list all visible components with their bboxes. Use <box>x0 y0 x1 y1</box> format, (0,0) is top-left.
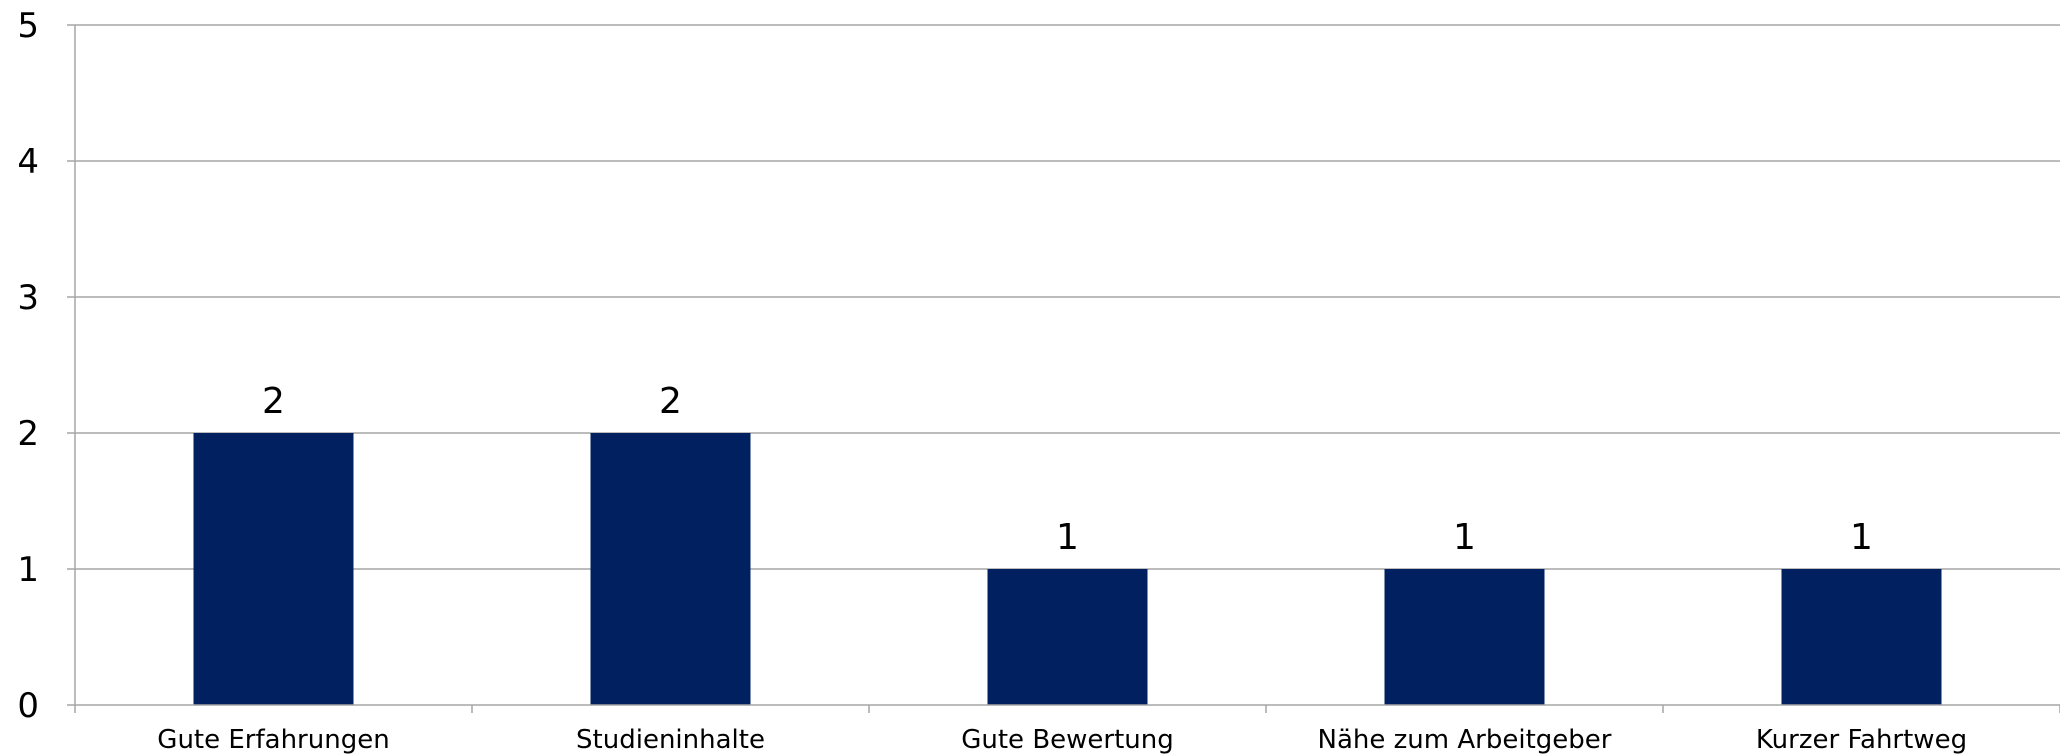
ytick-label: 5 <box>17 6 39 46</box>
gridlines <box>75 24 2060 570</box>
data-label: 1 <box>1453 517 1476 558</box>
ytick-label: 0 <box>17 686 39 726</box>
bar <box>590 433 751 705</box>
data-label: 2 <box>659 381 682 422</box>
bar <box>1384 569 1545 705</box>
labels: 0 1 2 3 4 5 2 Gute Erfahrungen 2 Studieninhalte 1 G… <box>17 6 1967 755</box>
axes <box>67 24 2060 713</box>
data-label: 1 <box>1056 517 1079 558</box>
xtick-label: Gute Erfahrungen <box>157 725 389 755</box>
bar <box>193 433 354 705</box>
xtick-label: Nähe zum Arbeitgeber <box>1318 725 1612 755</box>
bar <box>1781 569 1942 705</box>
bars <box>193 433 1942 705</box>
ytick-label: 4 <box>17 142 39 182</box>
data-label: 1 <box>1850 517 1873 558</box>
ytick-label: 2 <box>17 414 39 454</box>
ytick-label: 3 <box>17 278 39 318</box>
xtick-label: Kurzer Fahrtweg <box>1756 725 1967 755</box>
ytick-label: 1 <box>17 550 39 590</box>
xtick-label: Gute Bewertung <box>961 725 1174 755</box>
bar <box>987 569 1148 705</box>
data-label: 2 <box>262 381 285 422</box>
xtick-label: Studieninhalte <box>576 725 765 755</box>
